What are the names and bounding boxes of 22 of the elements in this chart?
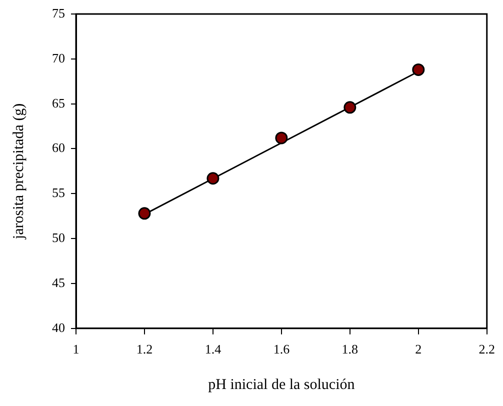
y-tick-label: 75	[52, 5, 65, 20]
x-tick-label: 2	[415, 342, 422, 357]
y-tick-label: 65	[52, 95, 65, 110]
y-tick-label: 50	[52, 230, 65, 245]
point	[206, 172, 220, 185]
y-tick-label: 40	[52, 320, 65, 335]
x-tick-label: 2.2	[478, 342, 495, 357]
y-tick-label: 70	[52, 50, 65, 66]
x-tick-label: 1	[72, 342, 80, 357]
point	[138, 207, 151, 220]
x-tick-label: 1.6	[273, 342, 290, 357]
point	[275, 132, 288, 144]
x-tick-label: 1.4	[204, 342, 222, 357]
y-tick-label: 60	[52, 140, 65, 156]
y-tick-label: 55	[52, 185, 65, 200]
x-tick-label: 1.8	[342, 342, 358, 357]
x-axis-title: pH inicial de la solución	[208, 376, 356, 393]
point	[412, 63, 425, 76]
point	[344, 101, 356, 114]
y-axis-title: jarosita precipitada (g)	[10, 103, 27, 240]
y-tick-label: 45	[52, 274, 65, 290]
x-tick-label: 1.2	[136, 342, 153, 357]
